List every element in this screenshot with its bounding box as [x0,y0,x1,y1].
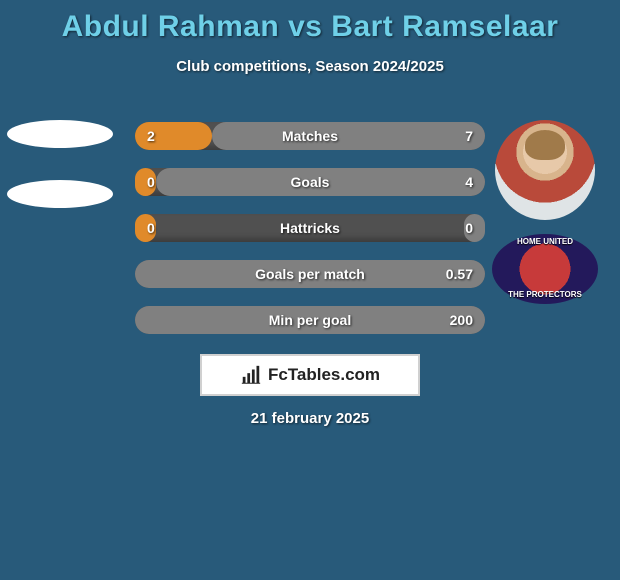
stat-bar: 0 4 Goals [135,168,485,196]
fctables-label: FcTables.com [268,365,380,385]
page-title: Abdul Rahman vs Bart Ramselaar [0,0,620,44]
stat-label: Matches [282,128,338,144]
bar-chart-icon [240,364,262,386]
stat-value-p2: 7 [465,128,473,144]
stat-bars: 2 7 Matches 0 4 Goals 0 0 Hattricks 0.57 Goals per… [135,122,485,334]
stat-value-p2: 0.57 [446,266,473,282]
stat-label: Min per goal [269,312,351,328]
subtitle: Club competitions, Season 2024/2025 [0,58,620,75]
stat-value-p2: 0 [465,220,473,236]
player1-club-placeholder [7,180,113,208]
stat-label: Hattricks [280,220,340,236]
crest-text-top: HOME UNITED [517,238,573,247]
stat-value-p2: 200 [450,312,473,328]
bar-fill-p2 [212,122,485,150]
stat-bar: 0.57 Goals per match [135,260,485,288]
player2-column: HOME UNITED THE PROTECTORS [490,120,600,304]
date-label: 21 february 2025 [0,410,620,427]
stat-value-p1: 2 [147,128,155,144]
stat-value-p1: 0 [147,174,155,190]
crest-text-bottom: THE PROTECTORS [508,291,582,300]
player2-club-crest: HOME UNITED THE PROTECTORS [492,234,598,304]
stat-value-p1: 0 [147,220,155,236]
stat-label: Goals [291,174,330,190]
player1-avatar-placeholder [7,120,113,148]
stat-value-p2: 4 [465,174,473,190]
stat-bar: 200 Min per goal [135,306,485,334]
comparison-card: Abdul Rahman vs Bart Ramselaar Club comp… [0,0,620,580]
player2-avatar [495,120,595,220]
player1-column [0,120,120,208]
fctables-badge: FcTables.com [200,354,420,396]
stat-label: Goals per match [255,266,365,282]
stat-bar: 0 0 Hattricks [135,214,485,242]
stat-bar: 2 7 Matches [135,122,485,150]
